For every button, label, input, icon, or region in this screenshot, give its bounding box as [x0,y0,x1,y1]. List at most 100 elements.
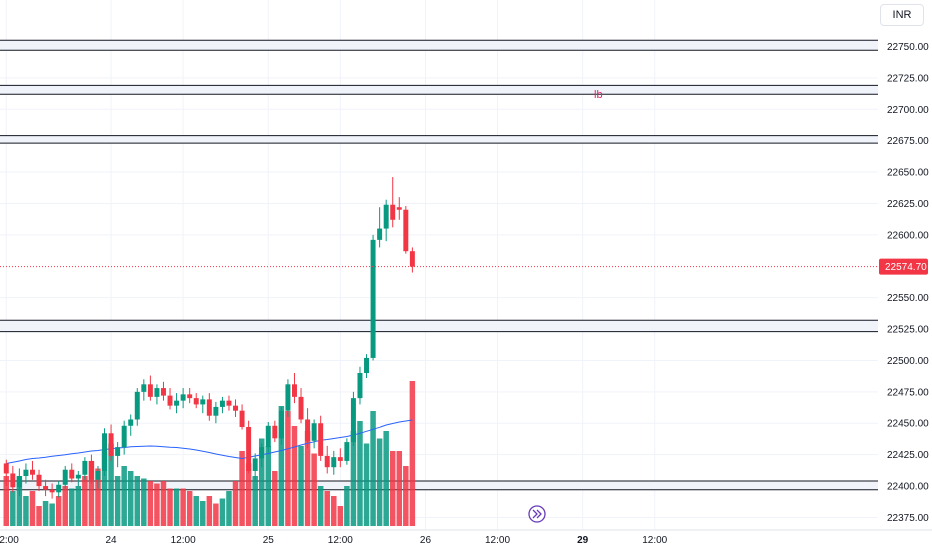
candle-body[interactable] [3,463,9,474]
scroll-to-realtime-button[interactable] [528,505,546,523]
candle-body[interactable] [331,457,337,468]
candle-body[interactable] [108,433,114,456]
candle-body[interactable] [75,474,81,479]
support-resistance-zones [0,39,878,491]
candle-body[interactable] [43,486,49,490]
candle-body[interactable] [278,410,284,439]
candle-body[interactable] [213,406,219,416]
candle-body[interactable] [69,469,75,479]
candle-body[interactable] [219,400,225,407]
candle-body[interactable] [16,475,22,488]
time-tick-label: 12:00 [171,535,196,546]
price-axis[interactable]: 22375.00 22400.00 22425.00 22450.00 22475.00… [878,0,932,530]
zone-label: lb [594,89,603,101]
candle-body[interactable] [305,419,311,441]
candle-body[interactable] [49,489,55,493]
candle-body[interactable] [128,419,134,426]
candle-body[interactable] [259,447,265,459]
candle-body[interactable] [206,399,212,416]
candle-body[interactable] [154,388,160,397]
volume-bar [101,451,108,526]
candle-body[interactable] [344,442,350,461]
price-tick-label: 22550.00 [887,293,929,304]
candle-body[interactable] [409,251,415,267]
volume-moving-average [6,419,413,464]
candle-body[interactable] [350,398,356,443]
candle-body[interactable] [357,373,363,399]
candle-body[interactable] [252,458,258,471]
candle-body[interactable] [239,410,245,428]
volume-bar [147,481,154,526]
candle-body[interactable] [102,433,108,471]
candle-body[interactable] [56,484,62,493]
volume-bar [245,463,252,526]
time-tick-label: 12:00 [485,535,510,546]
candle-body[interactable] [29,469,35,475]
candle-body[interactable] [121,425,127,448]
candle-body[interactable] [291,384,297,397]
candle-body[interactable] [226,400,232,406]
volume-bar [239,451,245,526]
candle-body[interactable] [324,455,330,468]
candle-body[interactable] [272,425,278,439]
candle-body[interactable] [265,425,271,448]
volume-bar [252,476,258,526]
candle-body[interactable] [370,239,376,358]
last-price-badge [879,258,928,275]
candle-body[interactable] [298,396,304,420]
volume-bar [258,438,265,526]
volume-bar [193,496,199,526]
volume-bar [108,443,114,526]
volume-bar [291,426,298,526]
candle-body[interactable] [23,469,29,476]
candle-body[interactable] [285,384,291,411]
candle-body[interactable] [390,204,396,220]
candle-body[interactable] [337,457,343,461]
volume-bar [278,406,285,526]
time-axis[interactable]: 12:00 24 12:00 25 12:00 26 12:00 29 12:00 [0,529,932,546]
volume-bar [23,496,29,526]
volume-bar [311,453,317,526]
candle-body[interactable] [311,423,317,441]
candle-body[interactable] [147,384,153,397]
candle-body[interactable] [318,423,324,456]
candle-body[interactable] [403,209,409,252]
candle-body[interactable] [377,228,383,240]
candle-body[interactable] [160,388,166,396]
candle-body[interactable] [36,474,42,487]
candle-body[interactable] [200,399,206,405]
candle-body[interactable] [134,391,140,420]
time-tick-label: 25 [263,535,275,546]
price-tick-label: 22450.00 [887,419,929,430]
candle-body[interactable] [10,473,16,488]
zone-fill [0,85,878,95]
volume-bar [200,501,206,526]
candle-body[interactable] [364,357,370,374]
candlesticks[interactable] [3,177,415,499]
volume-bar [376,438,383,526]
volume-bar [219,498,226,526]
candle-body[interactable] [246,427,252,471]
price-tick-label: 22400.00 [887,482,929,493]
price-tick-label: 22600.00 [887,230,929,241]
candle-body[interactable] [82,460,88,475]
candle-body[interactable] [193,398,199,405]
candle-body[interactable] [396,207,402,210]
candle-body[interactable] [95,470,101,480]
volume-bar [55,496,62,526]
currency-button[interactable]: INR [880,4,924,26]
candle-body[interactable] [167,395,173,406]
candle-body[interactable] [383,204,389,229]
volume-bar [409,381,416,526]
candle-body[interactable] [62,469,68,485]
candle-body[interactable] [174,400,180,406]
candle-body[interactable] [115,447,121,456]
candle-body[interactable] [233,405,239,411]
candle-body[interactable] [187,394,193,399]
candle-body[interactable] [88,460,94,480]
candle-body[interactable] [180,394,186,401]
candle-body[interactable] [141,384,147,392]
grid [0,0,878,530]
